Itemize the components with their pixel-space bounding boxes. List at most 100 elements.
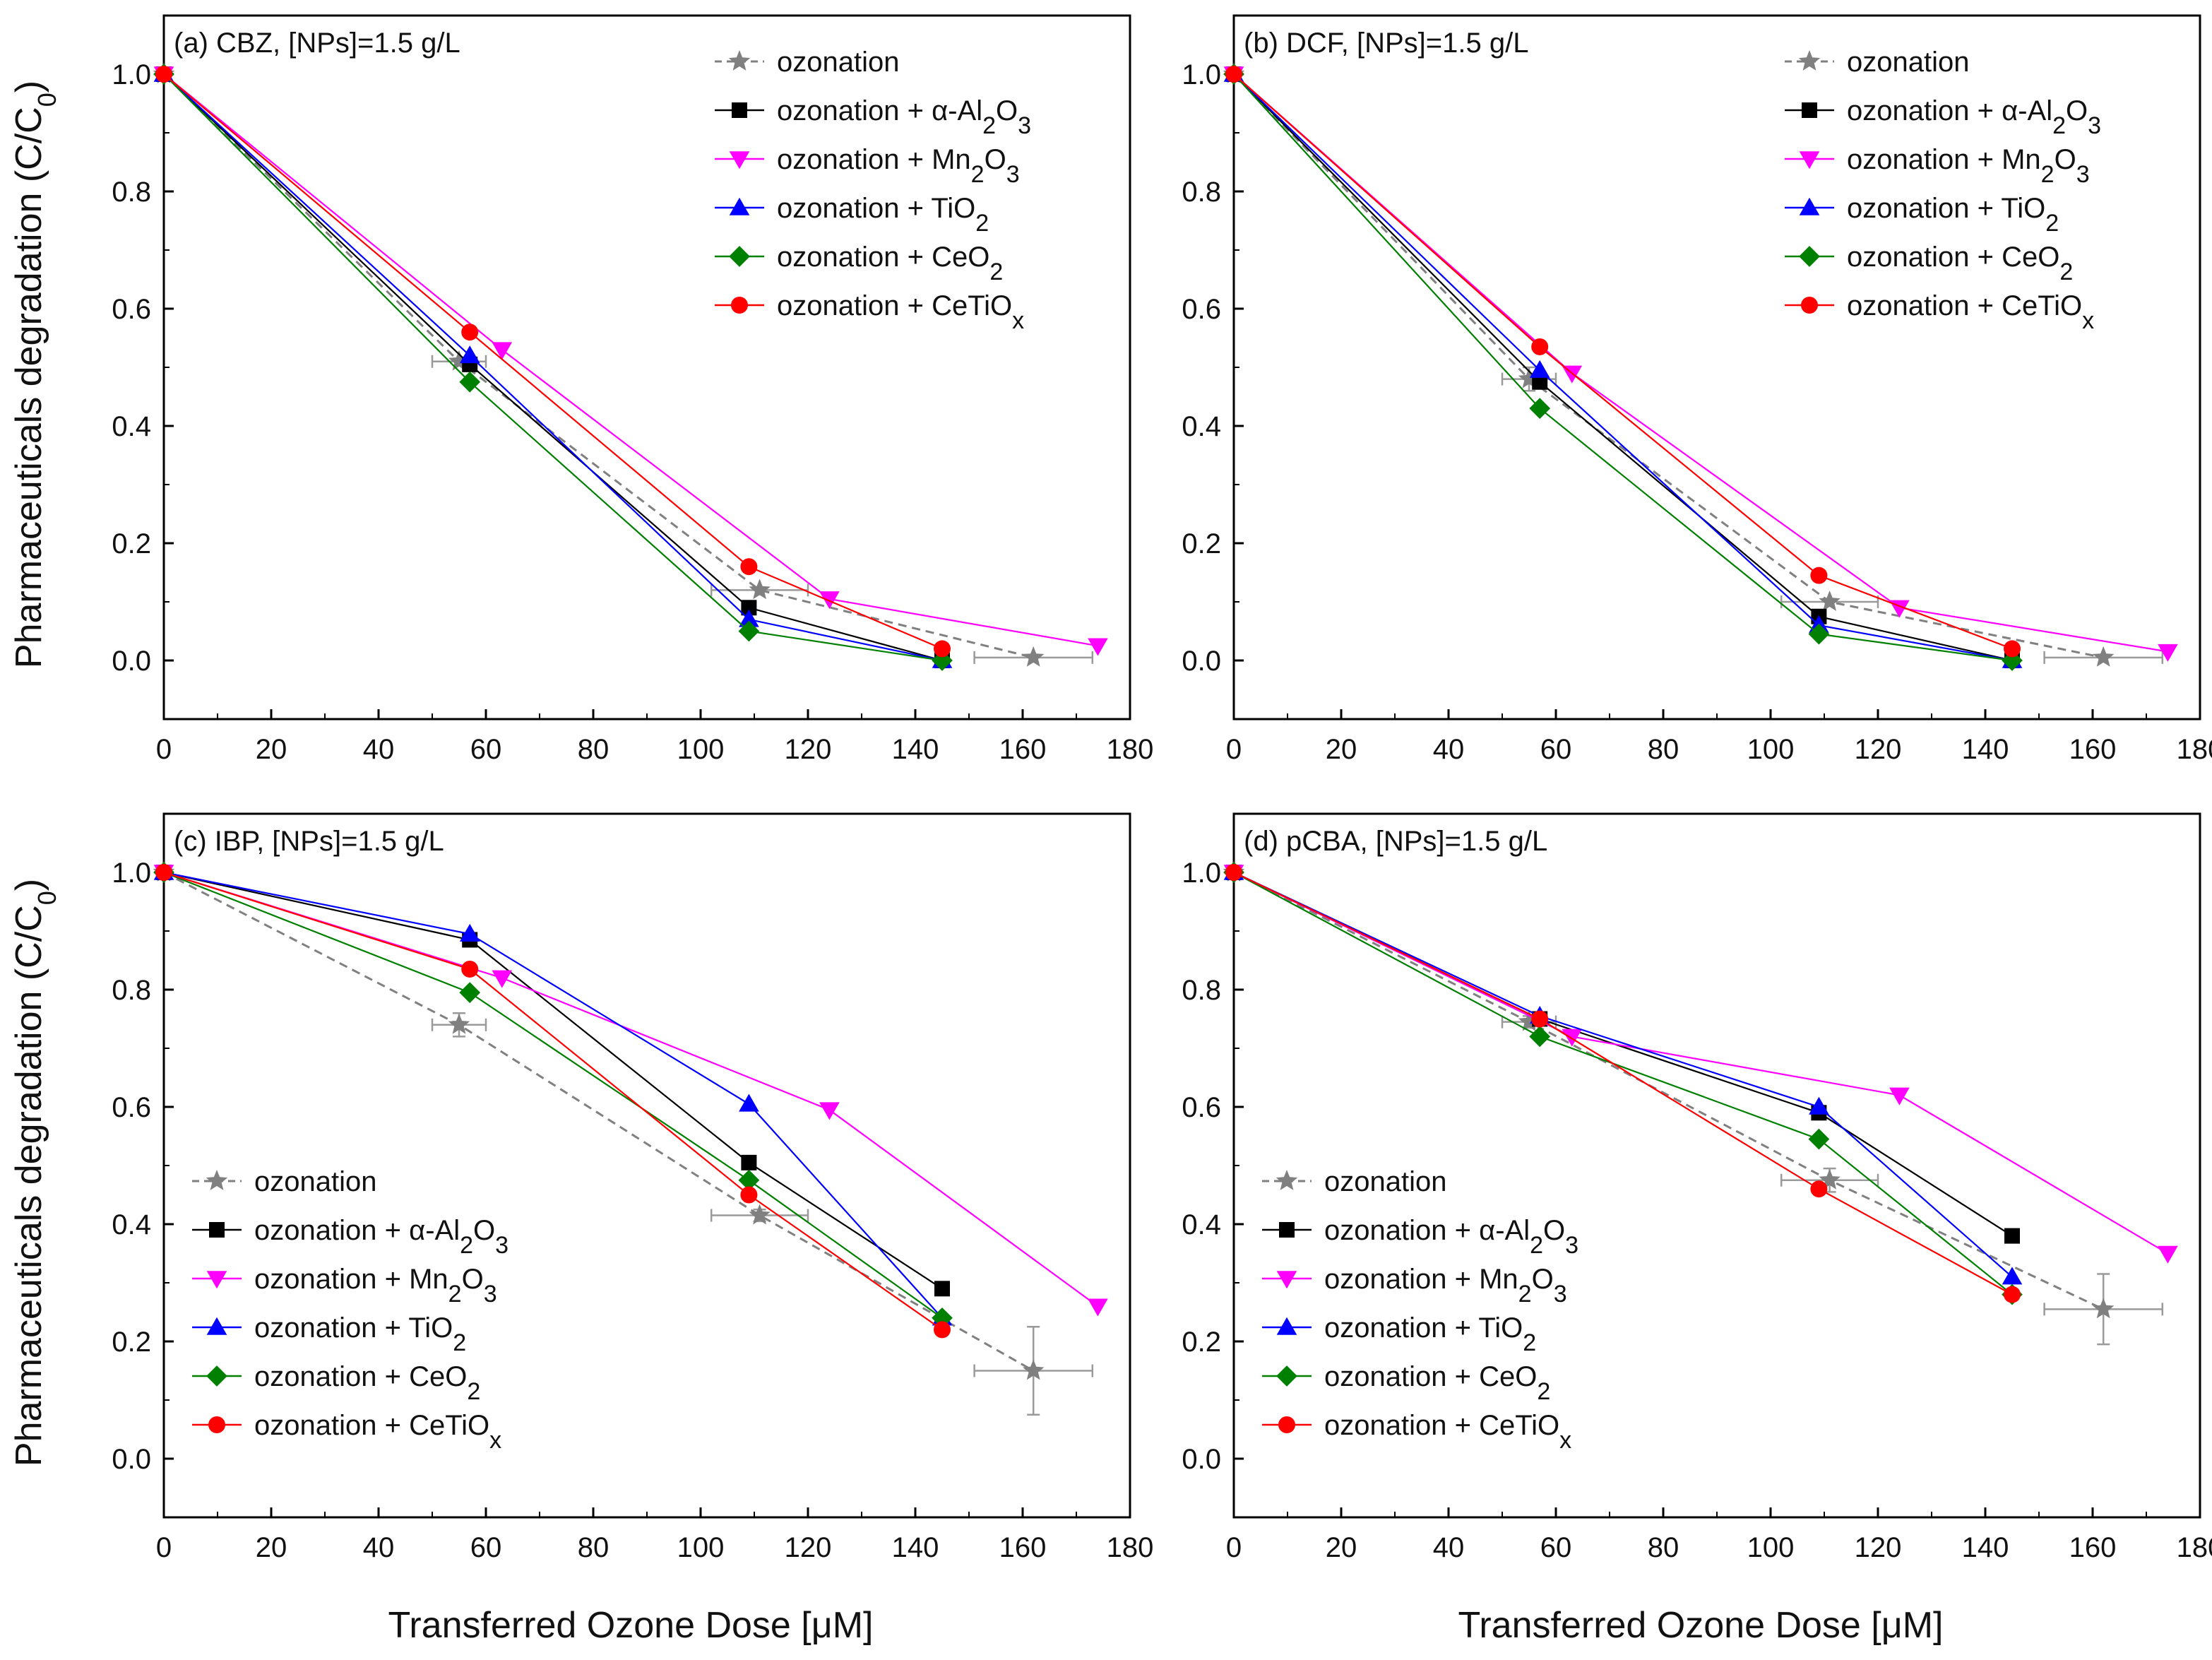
x-tick-label: 140: [1962, 1532, 2009, 1563]
legend-label: ozonation: [254, 1166, 376, 1197]
legend-label: ozonation + Mn2O3: [1324, 1264, 1567, 1308]
legend-entry: ozonation: [715, 47, 899, 78]
legend-entry: ozonation + CeO2: [192, 1361, 480, 1405]
data-point: [1808, 1128, 1830, 1150]
x-tick-label: 40: [1433, 734, 1465, 765]
data-point: [2158, 1245, 2178, 1264]
y-tick-label: 0.6: [112, 1092, 151, 1123]
data-point: [1808, 623, 1830, 645]
x-tick-label: 100: [677, 734, 725, 765]
data-point: [1889, 1087, 1910, 1105]
legend-entry: ozonation + α-Al2O3: [1262, 1215, 1578, 1259]
legend-marker: [209, 1222, 225, 1238]
x-tick-label: 0: [1226, 1532, 1242, 1563]
x-tick-label: 160: [2069, 1532, 2117, 1563]
y-tick-label: 0.6: [112, 294, 151, 325]
legend-entry: ozonation: [192, 1166, 376, 1197]
y-tick-label: 0.2: [1182, 528, 1221, 559]
x-tick-label: 60: [1540, 734, 1572, 765]
legend-entry: ozonation + α-Al2O3: [192, 1215, 509, 1259]
data-point: [1518, 367, 1540, 389]
x-tick-label: 80: [1648, 734, 1679, 765]
panel-title: (d) pCBA, [NPs]=1.5 g/L: [1244, 826, 1547, 857]
y-tick-label: 0.2: [112, 1327, 151, 1358]
legend-label: ozonation + TiO2: [254, 1312, 466, 1356]
series-line: [1233, 871, 2104, 1310]
x-tick-label: 160: [2069, 734, 2117, 765]
y-tick-label: 0.4: [112, 1209, 151, 1240]
legend-label: ozonation + Mn2O3: [254, 1264, 497, 1308]
y-tick-label: 0.2: [112, 528, 151, 559]
x-tick-label: 40: [363, 734, 395, 765]
data-point: [749, 1204, 771, 1225]
data-point: [738, 1169, 760, 1191]
legend-marker: [731, 297, 748, 314]
legend-label: ozonation + CeTiOx: [254, 1410, 501, 1454]
series-6: [155, 864, 951, 1339]
y-tick-label: 1.0: [112, 858, 151, 889]
series-line: [1233, 872, 2013, 1296]
y-tick-label: 1.0: [1182, 59, 1221, 90]
legend-marker: [1799, 246, 1820, 267]
legend-marker: [208, 1416, 225, 1433]
data-point: [819, 1102, 840, 1120]
data-point: [1532, 374, 1548, 390]
x-tick-label: 120: [785, 1532, 832, 1563]
data-point: [2093, 646, 2115, 667]
panel-title: (c) IBP, [NPs]=1.5 g/L: [174, 826, 444, 857]
data-point: [1531, 338, 1549, 355]
series-line: [1233, 872, 2168, 1255]
legend-marker: [206, 1317, 227, 1335]
legend-marker: [1278, 1416, 1295, 1433]
legend-label: ozonation: [1847, 47, 1969, 78]
y-tick-label: 0.0: [1182, 1444, 1221, 1475]
data-point: [155, 864, 172, 881]
data-point: [749, 579, 771, 600]
x-tick-label: 80: [578, 734, 610, 765]
data-point: [741, 1154, 757, 1170]
legend-entry: ozonation + α-Al2O3: [1785, 95, 2101, 139]
data-point: [2004, 1228, 2020, 1244]
legend: ozonation ozonation + α-Al2O3 ozonation + …: [1785, 47, 2101, 334]
data-point: [1023, 646, 1045, 667]
legend-entry: ozonation + TiO2: [1785, 193, 2059, 237]
legend-marker: [1798, 50, 1821, 71]
data-point: [492, 342, 513, 360]
data-point: [1225, 66, 1242, 83]
legend-entry: ozonation + CeTiOx: [192, 1410, 501, 1454]
x-tick-label: 100: [1747, 1532, 1795, 1563]
legend-entry: ozonation + Mn2O3: [1262, 1264, 1567, 1308]
legend-entry: ozonation + CeO2: [1785, 242, 2073, 285]
x-tick-label: 20: [256, 734, 287, 765]
series-line: [1232, 73, 2104, 659]
data-point: [1529, 398, 1551, 419]
panel-title: (b) DCF, [NPs]=1.5 g/L: [1244, 28, 1528, 59]
data-point: [1225, 864, 1242, 881]
legend-entry: ozonation: [1262, 1166, 1446, 1197]
series-line: [163, 73, 943, 662]
series-3: [1223, 865, 2178, 1264]
data-point: [1088, 638, 1108, 656]
legend-entry: ozonation + CeTiOx: [1262, 1410, 1571, 1454]
legend-marker: [1801, 297, 1818, 314]
legend-label: ozonation + Mn2O3: [777, 144, 1020, 188]
data-point: [934, 1281, 950, 1297]
series-line: [1233, 73, 2168, 653]
x-tick-label: 140: [892, 1532, 939, 1563]
y-axis-title-top: Pharmaceuticals degradation (C/C0): [8, 81, 61, 668]
series-line: [163, 871, 943, 1331]
legend-label: ozonation + Mn2O3: [1847, 144, 2090, 188]
series-line: [163, 73, 1098, 647]
data-point: [739, 609, 759, 627]
data-point: [740, 1186, 758, 1204]
series-line: [163, 871, 943, 1319]
x-tick-label: 20: [1326, 1532, 1357, 1563]
series-6: [155, 66, 951, 658]
legend: ozonation ozonation + α-Al2O3 ozonation + …: [1262, 1166, 1578, 1454]
legend-marker: [729, 246, 750, 267]
data-point: [155, 66, 172, 83]
chart-panel-1: 0 20 40 60 80 100 120 140 160 180 0.0 0.2 0.4 0.6 0.8 1…: [112, 14, 1153, 765]
y-tick-label: 0.6: [1182, 1092, 1221, 1123]
x-tick-label: 60: [470, 734, 502, 765]
data-point: [1088, 1298, 1108, 1317]
